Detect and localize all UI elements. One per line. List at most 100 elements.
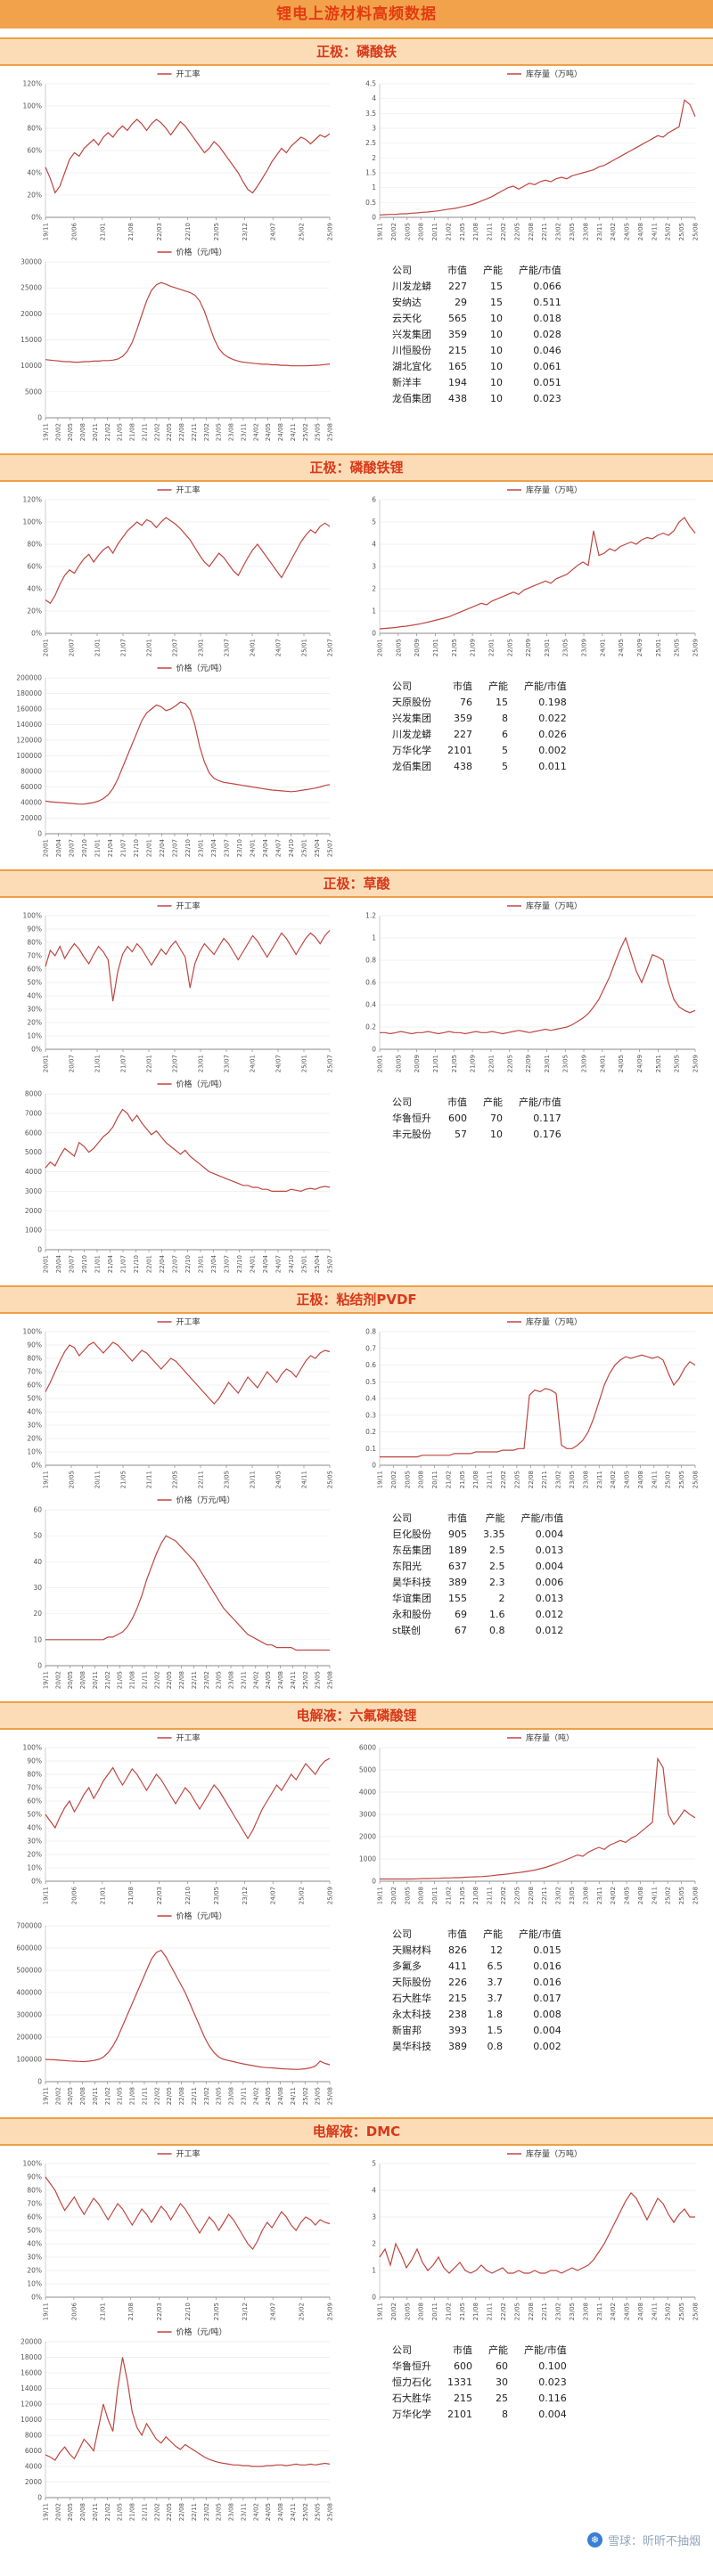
value-cell: 3.35 <box>483 1528 505 1540</box>
charts-row-bottom: 价格（元/吨） 0 2000 4000 6000 8000 10000 12000 14000 1… <box>0 2324 713 2524</box>
x-axis-tick-label: 22/08 <box>528 2303 535 2320</box>
x-axis-tick-label: 24/05 <box>265 423 272 441</box>
x-axis-tick-label: 25/02 <box>665 2303 672 2320</box>
x-axis-tick-label: 20/05 <box>404 1471 411 1488</box>
price-chart: 价格（元/吨） 0 5000 10000 15000 20000 25000 30000 19/… <box>4 244 339 444</box>
company-name-cell: 龙佰集团 <box>392 393 431 404</box>
x-axis-tick-label: 21/07 <box>120 1255 127 1273</box>
x-axis-tick-label: 24/02 <box>610 1887 617 1904</box>
chart-canvas: 开工率 0% 10% 20% 30% 40% 50% 60% 70% 80% 90% 100% 19/1… <box>23 2148 334 2320</box>
x-axis-tick-label: 21/02 <box>445 2303 452 2320</box>
y-axis-tick-label: 60 <box>33 1506 42 1514</box>
table-header-row: 公司 市值 产能 产能/市值 <box>392 1094 570 1110</box>
price-chart: 价格（万元/吨） 0 10 20 30 40 50 60 19/11 20/02 20/05 20/0… <box>4 1492 339 1692</box>
sections-container: 正极：磷酸铁 开工率 0% 20% 40% 60% 80% 100% 120% 19/11 20/… <box>0 37 713 2524</box>
x-axis-tick-label: 24/05 <box>624 1471 631 1488</box>
value-cell: 359 <box>448 328 467 340</box>
x-axis-tick-label: 24/02 <box>252 1671 259 1689</box>
x-axis-tick-label: 22/05 <box>166 1671 173 1689</box>
y-axis-tick-label: 0.7 <box>365 1344 376 1352</box>
x-axis-tick-label: 23/08 <box>582 223 589 240</box>
x-axis-tick-label: 22/11 <box>191 423 198 441</box>
y-axis-tick-label: 40 <box>33 1558 42 1566</box>
x-axis-tick-label: 20/08 <box>79 1671 86 1689</box>
x-axis-tick-label: 24/01 <box>250 639 257 656</box>
x-axis-tick-label: 22/08 <box>178 2503 185 2521</box>
data-series-line <box>380 1757 696 1880</box>
chart-canvas: 开工率 0% 10% 20% 30% 40% 50% 60% 70% 80% 90% 100% 19/1… <box>23 1317 334 1488</box>
x-axis-tick-label: 25/05 <box>327 1471 334 1488</box>
x-axis-tick-label: 21/08 <box>127 2303 135 2320</box>
table-row: 龙佰集团 438 10 0.023 <box>392 390 570 406</box>
x-axis-tick-label: 20/11 <box>431 223 438 240</box>
y-axis-tick-label: 4000 <box>25 2463 42 2471</box>
x-axis-tick-label: 25/05 <box>678 1887 685 1904</box>
x-axis-tick-label: 24/04 <box>262 1254 269 1273</box>
x-axis-tick-label: 22/01 <box>488 639 495 656</box>
company-name-cell: 新洋丰 <box>392 377 422 388</box>
data-series-line <box>45 1108 331 1193</box>
inventory-chart: 库存量（万吨） 0 0.1 0.2 0.3 0.4 0.5 0.6 0.7 0.8 19/11 20/… <box>339 1314 704 1492</box>
x-axis-tick-label: 21/01 <box>99 1887 106 1904</box>
value-cell: 0.066 <box>533 280 561 292</box>
x-axis-tick-label: 22/10 <box>184 223 192 240</box>
y-axis-tick-label: 80000 <box>20 768 42 776</box>
y-axis-tick-label: 0 <box>372 1878 376 1886</box>
table-row: 昊华科技 389 0.8 0.002 <box>392 2038 570 2054</box>
y-axis-tick-label: 4000 <box>359 1789 376 1797</box>
x-axis-tick-label: 24/05 <box>624 1887 631 1904</box>
y-axis-tick-label: 25000 <box>20 284 42 292</box>
x-axis-tick-label: 25/09 <box>327 2303 334 2320</box>
x-axis-tick-label: 25/05 <box>678 1471 685 1488</box>
x-axis-tick-label: 22/03 <box>156 2303 163 2320</box>
y-axis-tick-label: 6000 <box>359 1744 376 1752</box>
y-axis-tick-label: 80% <box>27 2187 42 2195</box>
x-axis-tick-label: 24/11 <box>290 423 297 441</box>
y-axis-tick-label: 1 <box>372 934 376 942</box>
x-axis-tick-label: 20/07 <box>69 839 76 857</box>
x-axis-tick-label: 19/11 <box>43 1887 50 1904</box>
x-axis-tick-label: 20/05 <box>67 2087 74 2105</box>
company-capacity-table: 公司 市值 产能 产能/市值 巨化股份 905 3.35 0.004 东岳集团 189 2.5 0.… <box>392 1510 571 1638</box>
value-cell: 0.026 <box>538 728 567 740</box>
x-axis-tick-label: 20/01 <box>43 839 50 857</box>
x-axis-tick-label: 25/02 <box>665 223 672 240</box>
value-cell: 0.002 <box>538 744 567 756</box>
x-axis-tick-label: 24/07 <box>270 223 277 240</box>
table-header-row: 公司 市值 产能 产能/市值 <box>392 1510 571 1526</box>
y-axis-tick-label: 60% <box>27 966 42 974</box>
table-row: 石大胜华 215 3.7 0.017 <box>392 1990 570 2006</box>
x-axis-tick-label: 20/08 <box>418 1887 425 1904</box>
x-axis-tick-label: 22/11 <box>541 223 548 240</box>
value-cell: 0.012 <box>535 1608 564 1620</box>
company-name-cell: 巨化股份 <box>392 1528 431 1540</box>
x-axis-tick-label: 24/05 <box>618 639 625 656</box>
value-cell: 215 <box>448 1992 467 2004</box>
x-axis-tick-label: 21/05 <box>117 423 124 441</box>
value-cell: 15 <box>490 296 503 308</box>
table-row: st联创 67 0.8 0.012 <box>392 1622 571 1638</box>
y-axis-tick-label: 300000 <box>16 2011 42 2019</box>
y-axis-tick-label: 60000 <box>20 783 42 791</box>
company-name-cell: 永太科技 <box>392 2009 431 2020</box>
x-axis-tick-label: 20/05 <box>67 2503 74 2521</box>
y-axis-tick-label: 80% <box>27 1771 42 1779</box>
x-axis-tick-label: 21/01 <box>99 2303 106 2320</box>
y-axis-tick-label: 5000 <box>25 387 42 395</box>
legend-label: 价格（元/吨） <box>176 247 227 257</box>
data-series-line <box>45 1535 330 1651</box>
watermark-text: 雪球：昕昕不抽烟 <box>607 2534 701 2548</box>
x-axis-tick-label: 22/11 <box>198 1471 205 1488</box>
y-axis-tick-label: 0.8 <box>365 957 376 965</box>
inventory-chart: 库存量（万吨） 0 0.2 0.4 0.6 0.8 1 1.2 20/01 20/05 20/09 2… <box>339 898 704 1076</box>
x-axis-tick-label: 23/08 <box>582 2303 589 2320</box>
x-axis-tick-label: 25/02 <box>302 2087 309 2105</box>
x-axis-tick-label: 23/05 <box>562 1055 570 1072</box>
x-axis-tick-label: 23/05 <box>562 639 570 656</box>
x-axis-tick-label: 20/01 <box>377 1055 384 1072</box>
table-row: 巨化股份 905 3.35 0.004 <box>392 1526 571 1542</box>
xueqiu-logo-icon: ❄ <box>586 2531 602 2547</box>
table-row: 石大胜华 215 25 0.116 <box>392 2390 575 2406</box>
table-row: 新洋丰 194 10 0.051 <box>392 374 570 390</box>
x-axis-tick-label: 24/07 <box>275 1255 283 1273</box>
